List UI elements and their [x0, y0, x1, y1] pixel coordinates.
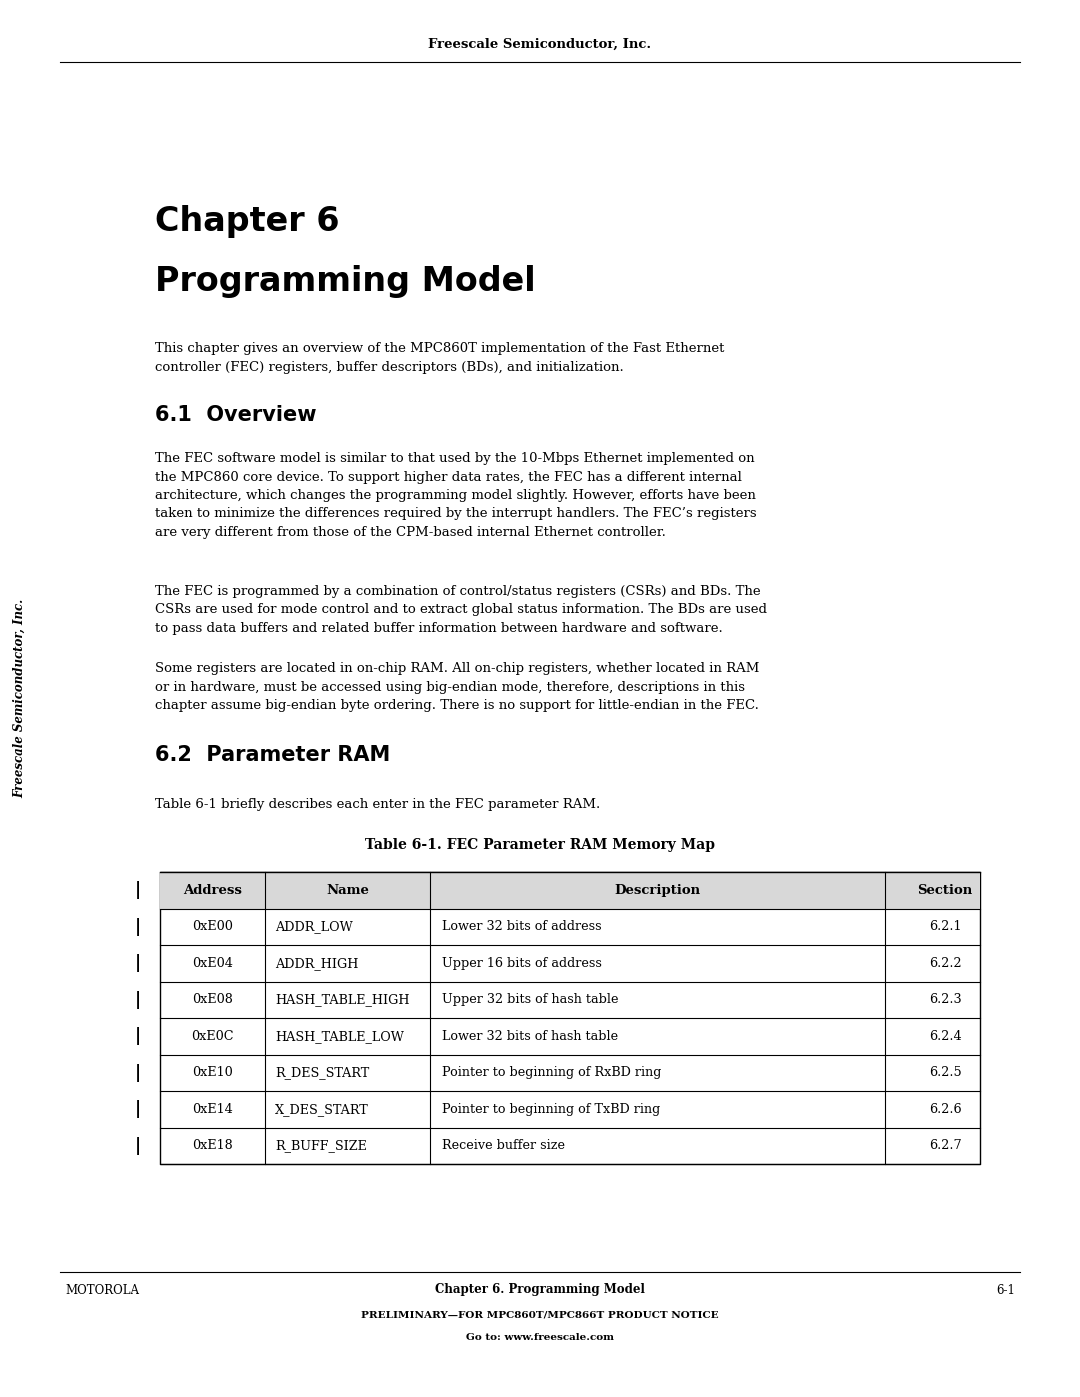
- Text: 6.2.6: 6.2.6: [929, 1102, 961, 1116]
- Text: 6.2.5: 6.2.5: [929, 1066, 961, 1080]
- Text: 6.2.4: 6.2.4: [929, 1030, 961, 1042]
- Text: ADDR_LOW: ADDR_LOW: [275, 921, 353, 933]
- Text: X_DES_START: X_DES_START: [275, 1102, 368, 1116]
- Text: Lower 32 bits of hash table: Lower 32 bits of hash table: [442, 1030, 618, 1042]
- Text: PRELIMINARY—FOR MPC860T/MPC866T PRODUCT NOTICE: PRELIMINARY—FOR MPC860T/MPC866T PRODUCT …: [361, 1310, 719, 1320]
- Text: Pointer to beginning of TxBD ring: Pointer to beginning of TxBD ring: [442, 1102, 660, 1116]
- Text: Upper 16 bits of address: Upper 16 bits of address: [442, 957, 602, 970]
- Text: ADDR_HIGH: ADDR_HIGH: [275, 957, 359, 970]
- Text: |: |: [135, 954, 141, 972]
- Text: 6.2.3: 6.2.3: [929, 993, 961, 1006]
- Text: Chapter 6. Programming Model: Chapter 6. Programming Model: [435, 1284, 645, 1296]
- Text: 0xE08: 0xE08: [192, 993, 233, 1006]
- Text: Some registers are located in on-chip RAM. All on-chip registers, whether locate: Some registers are located in on-chip RA…: [156, 662, 759, 712]
- Text: Table 6-1. FEC Parameter RAM Memory Map: Table 6-1. FEC Parameter RAM Memory Map: [365, 838, 715, 852]
- Text: 0xE04: 0xE04: [192, 957, 233, 970]
- Text: R_DES_START: R_DES_START: [275, 1066, 369, 1080]
- Text: 0xE00: 0xE00: [192, 921, 233, 933]
- Text: 6-1: 6-1: [996, 1284, 1015, 1296]
- Text: |: |: [135, 918, 141, 936]
- Text: |: |: [135, 1101, 141, 1118]
- Bar: [160, 872, 980, 908]
- Text: 0xE10: 0xE10: [192, 1066, 233, 1080]
- Text: |: |: [135, 990, 141, 1009]
- Text: Freescale Semiconductor, Inc.: Freescale Semiconductor, Inc.: [429, 38, 651, 50]
- Text: Section: Section: [917, 884, 973, 897]
- Text: The FEC is programmed by a combination of control/status registers (CSRs) and BD: The FEC is programmed by a combination o…: [156, 585, 767, 636]
- Text: |: |: [135, 1027, 141, 1045]
- Text: Go to: www.freescale.com: Go to: www.freescale.com: [465, 1334, 615, 1343]
- Text: HASH_TABLE_LOW: HASH_TABLE_LOW: [275, 1030, 404, 1042]
- Text: Name: Name: [326, 884, 369, 897]
- Text: Programming Model: Programming Model: [156, 265, 536, 298]
- Text: R_BUFF_SIZE: R_BUFF_SIZE: [275, 1139, 367, 1153]
- Text: Upper 32 bits of hash table: Upper 32 bits of hash table: [442, 993, 619, 1006]
- Text: Address: Address: [184, 884, 242, 897]
- Bar: [160, 872, 980, 1164]
- Text: |: |: [135, 1063, 141, 1081]
- Text: 6.2  Parameter RAM: 6.2 Parameter RAM: [156, 745, 390, 766]
- Text: MOTOROLA: MOTOROLA: [65, 1284, 139, 1296]
- Text: Freescale Semiconductor, Inc.: Freescale Semiconductor, Inc.: [13, 599, 26, 798]
- Text: HASH_TABLE_HIGH: HASH_TABLE_HIGH: [275, 993, 409, 1006]
- Text: Receive buffer size: Receive buffer size: [442, 1139, 565, 1153]
- Text: Pointer to beginning of RxBD ring: Pointer to beginning of RxBD ring: [442, 1066, 661, 1080]
- Text: 6.2.2: 6.2.2: [929, 957, 961, 970]
- Text: Table 6-1 briefly describes each enter in the FEC parameter RAM.: Table 6-1 briefly describes each enter i…: [156, 798, 600, 812]
- Text: 6.2.1: 6.2.1: [929, 921, 961, 933]
- Text: 0xE18: 0xE18: [192, 1139, 233, 1153]
- Text: 0xE0C: 0xE0C: [191, 1030, 233, 1042]
- Text: 6.1  Overview: 6.1 Overview: [156, 405, 316, 425]
- Text: The FEC software model is similar to that used by the 10-Mbps Ethernet implement: The FEC software model is similar to tha…: [156, 453, 757, 539]
- Text: Chapter 6: Chapter 6: [156, 205, 339, 237]
- Text: 0xE14: 0xE14: [192, 1102, 233, 1116]
- Text: |: |: [135, 882, 141, 900]
- Text: |: |: [135, 1137, 141, 1155]
- Text: This chapter gives an overview of the MPC860T implementation of the Fast Etherne: This chapter gives an overview of the MP…: [156, 342, 725, 373]
- Text: 6.2.7: 6.2.7: [929, 1139, 961, 1153]
- Text: Lower 32 bits of address: Lower 32 bits of address: [442, 921, 602, 933]
- Text: Description: Description: [615, 884, 701, 897]
